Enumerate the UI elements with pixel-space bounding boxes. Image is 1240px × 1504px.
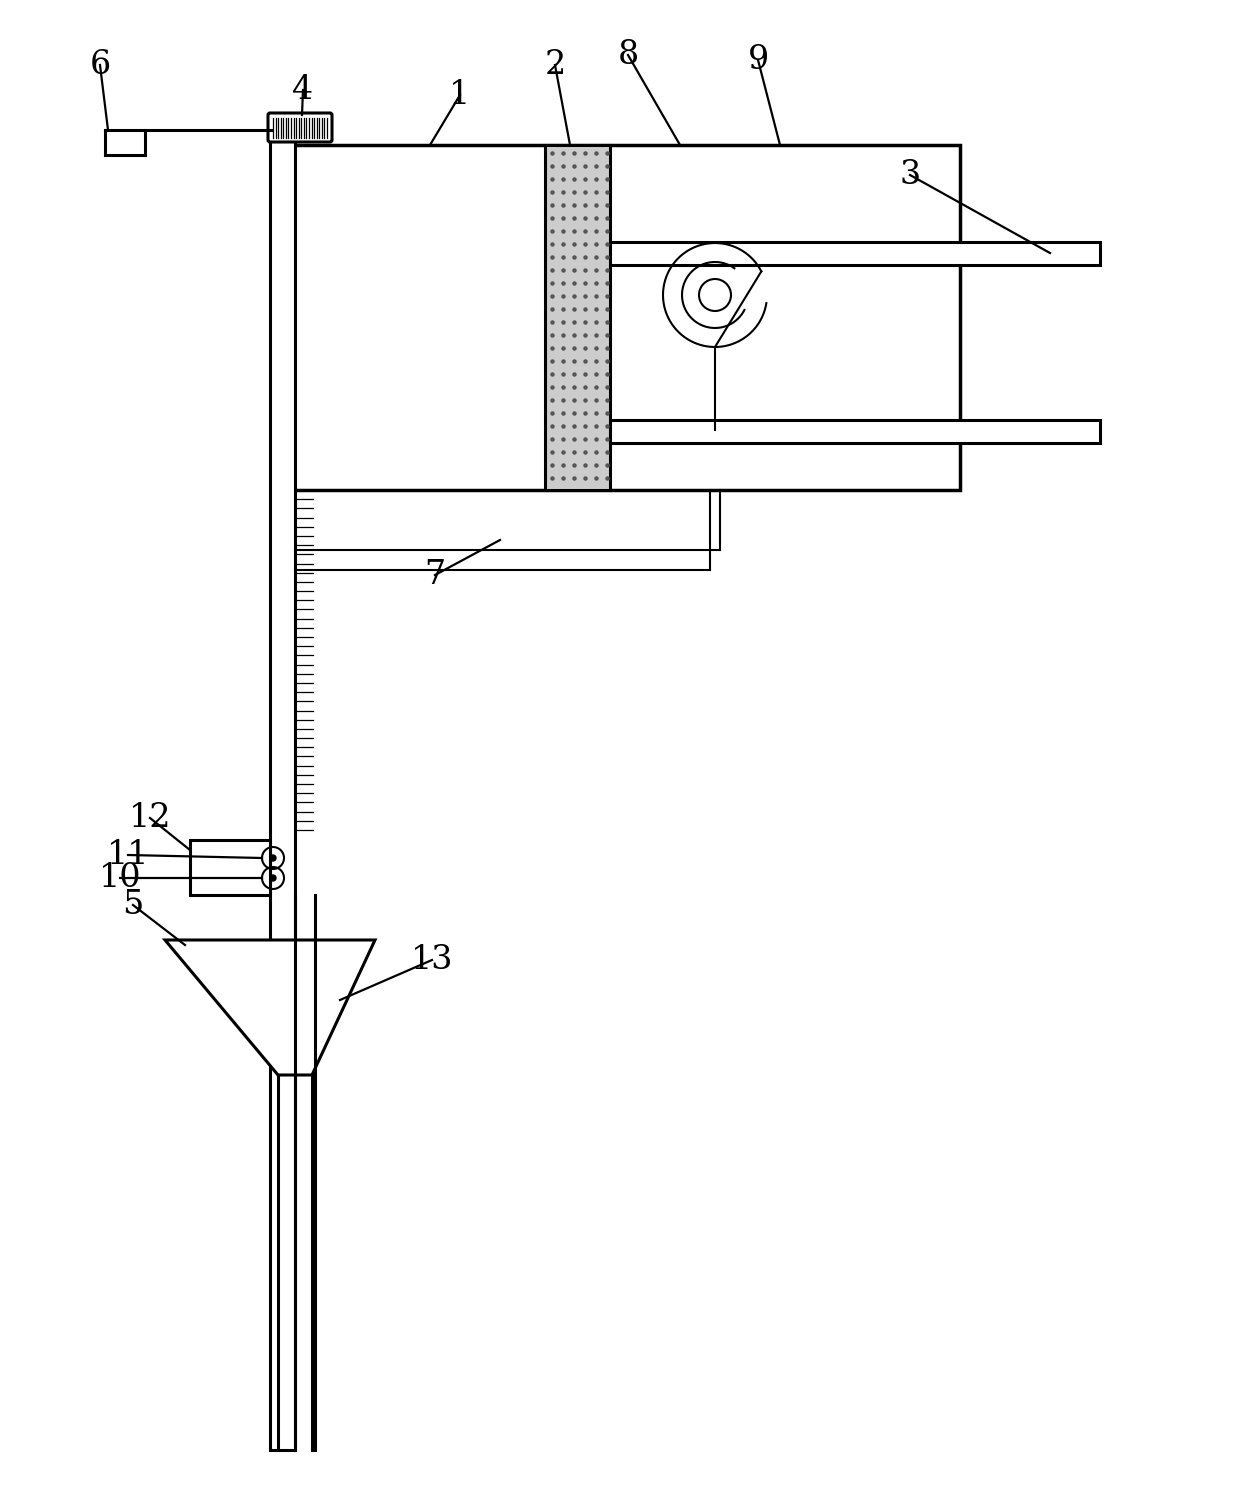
Text: 13: 13 (410, 945, 454, 976)
Text: 12: 12 (129, 802, 171, 835)
Bar (190, 841, 270, 895)
Polygon shape (165, 940, 374, 1075)
Text: 9: 9 (748, 44, 769, 77)
Circle shape (270, 854, 277, 860)
Circle shape (270, 875, 277, 881)
Text: 4: 4 (293, 74, 314, 105)
Bar (610, 420, 1100, 444)
Text: 11: 11 (107, 839, 149, 871)
FancyBboxPatch shape (268, 113, 332, 141)
Bar (285, 144, 960, 490)
Text: 6: 6 (89, 50, 110, 81)
Text: 1: 1 (449, 80, 471, 111)
Bar (546, 144, 610, 490)
Bar (610, 242, 1100, 265)
Text: 8: 8 (618, 39, 639, 71)
Bar (270, 140, 295, 1450)
Text: 5: 5 (123, 889, 144, 920)
Text: 7: 7 (424, 559, 445, 591)
Text: 2: 2 (544, 50, 565, 81)
Text: 10: 10 (99, 862, 141, 893)
Text: 3: 3 (899, 159, 920, 191)
